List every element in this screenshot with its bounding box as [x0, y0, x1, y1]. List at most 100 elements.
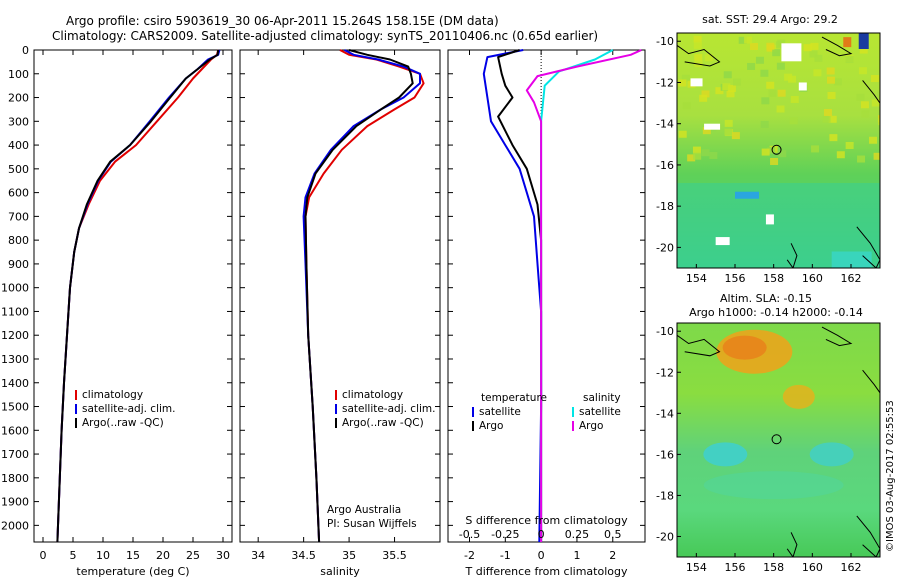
sst-pixel	[722, 83, 731, 91]
map-x-tick-label: 154	[686, 561, 707, 574]
sst-pixel	[704, 54, 713, 62]
cloud-mask	[798, 82, 807, 91]
map-sst_map	[677, 33, 880, 268]
sst-pixel	[776, 62, 785, 70]
legend-heading-salinity: salinity	[583, 392, 621, 404]
sst-pixel	[760, 69, 769, 77]
sla-band	[703, 471, 844, 500]
x-tick-label-temperature: 0	[40, 549, 47, 562]
x-tick-label-temperature: 15	[126, 549, 140, 562]
legend-label-temperature: Argo	[479, 420, 503, 432]
depth-tick-label: 100	[8, 68, 29, 81]
sst-pixel	[744, 36, 753, 44]
x-axis-label-salinity: salinity	[320, 565, 360, 578]
x-tick-label-differences: -2	[464, 549, 475, 562]
sst-pixel	[726, 90, 735, 98]
sst-pixel	[699, 94, 708, 102]
map-y-tick-label: -10	[656, 35, 674, 48]
sst-pixel	[859, 46, 868, 54]
sst-pixel	[692, 146, 701, 154]
dataset-annotation: Argo Australia	[327, 504, 401, 516]
sst-pixel	[861, 110, 870, 118]
depth-tick-label: 1700	[1, 448, 29, 461]
sst-pixel	[693, 41, 702, 49]
sst-pixel	[836, 151, 845, 159]
sst-pixel	[761, 148, 770, 156]
sst-pixel	[828, 115, 837, 123]
sst-pixel	[733, 78, 742, 86]
x-tick-label-temperature: 25	[186, 549, 200, 562]
map-y-tick-label: -16	[656, 159, 674, 172]
map-x-tick-label: 154	[686, 272, 707, 285]
map-x-tick-label: 162	[841, 561, 862, 574]
map-y-tick-label: -10	[656, 325, 674, 338]
sst-pixel	[701, 149, 710, 157]
legend-label-temperature: Argo(..raw -QC)	[82, 417, 164, 429]
profile-title: Argo profile: csiro 5903619_30 06-Apr-20…	[66, 14, 499, 28]
sla-low-anomaly	[809, 442, 854, 467]
x-tick-label-differences: -1	[500, 549, 511, 562]
sst-pixel	[776, 41, 785, 49]
sst-pixel	[856, 93, 865, 101]
coastline	[862, 80, 880, 104]
plot-frame-temperature	[33, 49, 233, 543]
legend-label-salinity: Argo	[579, 420, 603, 432]
depth-tick-label: 200	[8, 92, 29, 105]
depth-tick-label: 800	[8, 234, 29, 247]
sst-pixel	[813, 69, 822, 77]
series-line-differences-temperature-satellite	[482, 49, 543, 543]
depth-tick-label: 1500	[1, 401, 29, 414]
sst-pixel	[701, 90, 710, 98]
cloud-mask	[715, 237, 730, 246]
legend-label-salinity: climatology	[342, 389, 403, 401]
x-tick-top-label-differences: 0.5	[604, 528, 622, 541]
sst-map-title: sat. SST: 29.4 Argo: 29.2	[702, 13, 838, 26]
coastline	[856, 226, 880, 268]
sst-dark-patch	[858, 33, 869, 49]
sla-map-subtitle: Argo h1000: -0.14 h2000: -0.14	[689, 306, 863, 319]
legend-label-salinity: satellite	[579, 406, 621, 418]
sst-warm-patch	[843, 37, 852, 48]
depth-tick-label: 700	[8, 210, 29, 223]
coastline	[821, 36, 853, 57]
sst-pixel	[702, 127, 711, 135]
series-line-differences-temperature-argo	[497, 49, 543, 542]
x-tick-label-temperature: 20	[156, 549, 170, 562]
x-tick-top-label-differences: -0.25	[491, 528, 519, 541]
sst-pixel	[858, 67, 867, 75]
depth-tick-label: 1300	[1, 353, 29, 366]
legend-label-salinity: Argo(..raw -QC)	[342, 417, 424, 429]
x-tick-top-label-differences: -0.5	[459, 528, 480, 541]
sst-pixel	[822, 115, 831, 123]
sst-pixel	[873, 152, 880, 160]
map-y-tick-label: -18	[656, 489, 674, 502]
depth-tick-label: 300	[8, 115, 29, 128]
series-line-salinity-satelliteadjclim	[302, 49, 421, 543]
sst-pixel	[755, 56, 764, 64]
coastline	[862, 369, 880, 394]
sst-pixel	[777, 89, 786, 97]
x-tick-label-differences: 0	[538, 549, 545, 562]
sst-pixel	[687, 154, 696, 162]
sst-pixel	[682, 102, 691, 110]
depth-tick-label: 400	[8, 139, 29, 152]
plot-frame-differences	[447, 49, 646, 543]
sst-cyan-patch	[831, 251, 872, 268]
sst-pixel	[747, 62, 756, 70]
sst-pixel	[826, 76, 835, 84]
sst-pixel	[766, 42, 775, 50]
map-y-tick-label: -18	[656, 200, 674, 213]
sst-pixel	[709, 151, 718, 159]
sst-pixel	[827, 91, 836, 99]
map-x-tick-label: 158	[763, 272, 784, 285]
sst-pixel	[767, 147, 776, 155]
sst-blue-patch	[735, 191, 759, 199]
depth-tick-label: 1400	[1, 377, 29, 390]
series-line-temperature-climatology	[56, 49, 220, 543]
sst-pixel	[810, 42, 819, 50]
cloud-mask	[704, 123, 721, 130]
map-sla_map	[677, 323, 880, 557]
sst-pixel	[823, 109, 832, 117]
map-y-tick-label: -16	[656, 448, 674, 461]
coastline	[786, 243, 798, 268]
